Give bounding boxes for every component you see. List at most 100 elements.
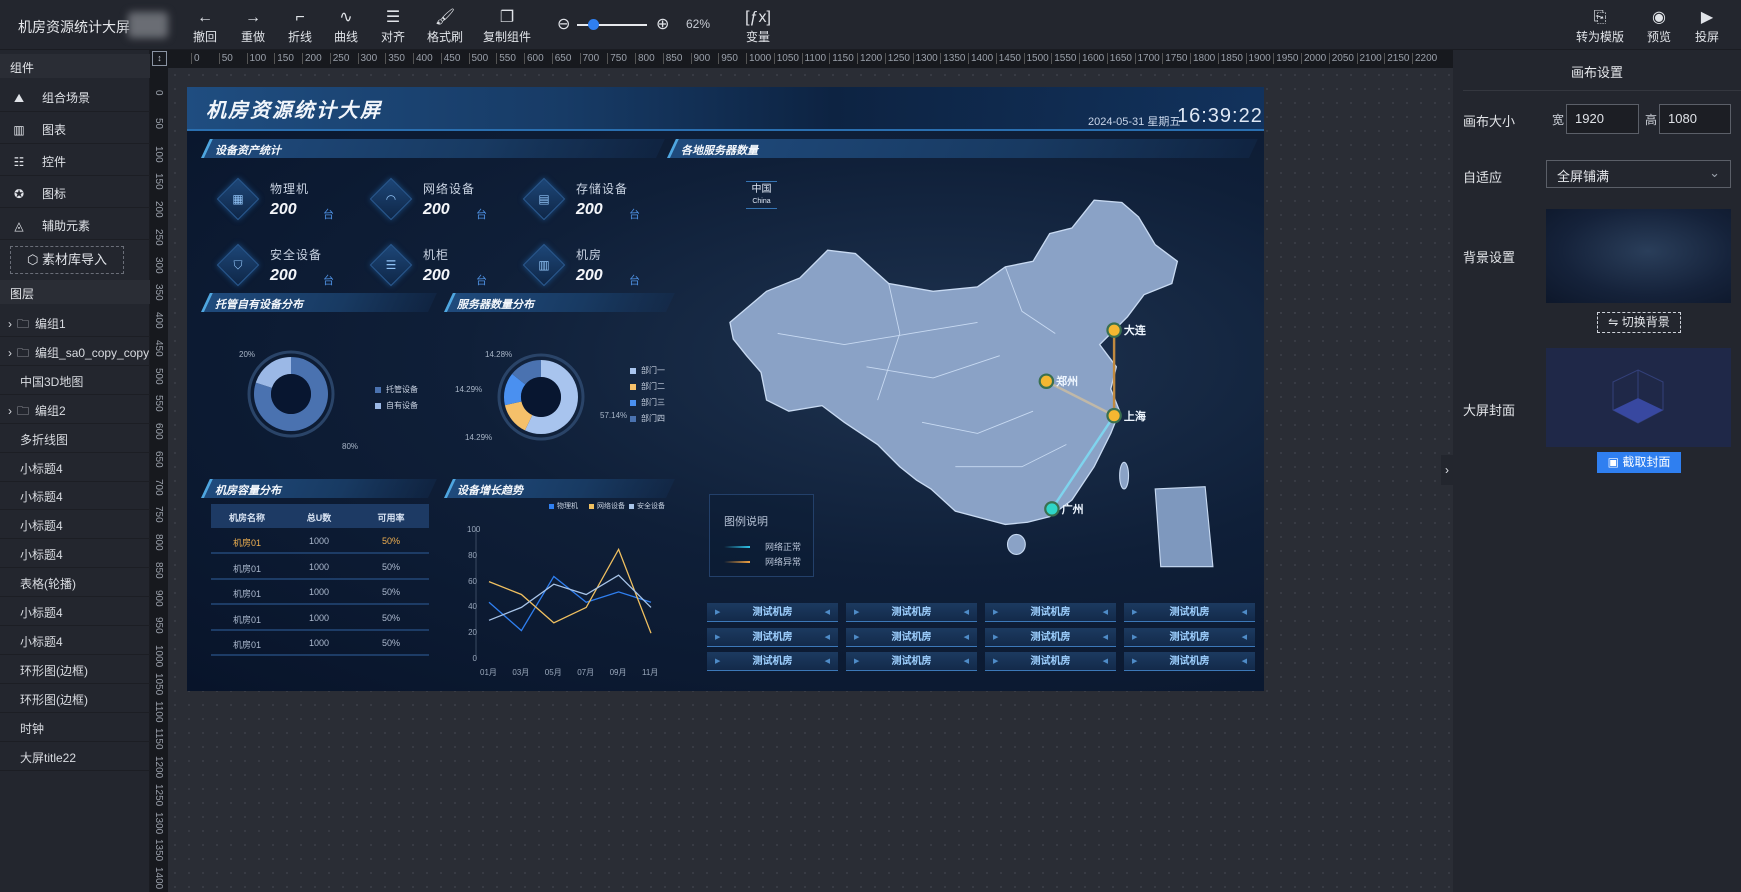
zoom-slider-handle[interactable] (588, 19, 599, 30)
room-button[interactable]: ▶ 测试机房 ◀ (707, 652, 838, 671)
sidebar-item-2[interactable]: ☷ 控件 (0, 145, 150, 176)
chevron-right-icon[interactable]: › (8, 403, 12, 418)
layer-item[interactable]: › 🗀 编组1 (0, 308, 150, 337)
legend-item: 自有设备 (375, 400, 418, 411)
room-button-label: 测试机房 (1169, 607, 1210, 618)
city-marker (1044, 501, 1060, 517)
card-unit: 台 (323, 209, 334, 221)
layer-item[interactable]: 多折线图 (0, 424, 150, 453)
toolbar-button-label: 撤回 (192, 30, 217, 44)
zoom-in-icon[interactable]: ⊕ (656, 16, 670, 33)
arrow-right-icon: ▶ (854, 633, 860, 641)
toolbar-button-0[interactable]: ← 撤回 (175, 8, 235, 45)
arrow-left-icon: ◀ (824, 658, 830, 665)
city-label: 广州 (1061, 503, 1084, 516)
layer-item[interactable]: › 🗀 编组2 (0, 395, 150, 424)
mountain-icon: ⛰ (13, 91, 25, 105)
room-button[interactable]: ▶ 测试机房 ◀ (1124, 652, 1255, 671)
toolbar-button-4[interactable]: ☰ 对齐 (363, 8, 423, 45)
shield-icon: ⛉ (233, 258, 243, 272)
arrow-left-icon: ◀ (1102, 633, 1108, 641)
toolbar-right-button-2[interactable]: ▶ 投屏 (1677, 8, 1737, 45)
table-column-header: 机房名称 (228, 513, 265, 523)
legend-swatch (549, 503, 554, 509)
layer-item[interactable]: 环形图(边框) (0, 655, 150, 684)
import-material-button[interactable]: ⬡ 素材库导入 (10, 246, 124, 274)
toolbar-button-6[interactable]: ❐ 复制组件 (477, 8, 537, 45)
height-label: 高 (1645, 113, 1658, 127)
canvas-width-input[interactable]: 1920 (1566, 104, 1639, 134)
room-button[interactable]: ▶ 测试机房 ◀ (846, 652, 977, 671)
legend-swatch (589, 503, 594, 509)
ruler-toggle-icon[interactable]: ↕ (152, 51, 167, 66)
room-button-label: 测试机房 (1030, 607, 1071, 618)
layer-item[interactable]: 环形图(边框) (0, 684, 150, 713)
layer-item[interactable]: 大屏title22 (0, 742, 150, 771)
room-button[interactable]: ▶ 测试机房 ◀ (1124, 627, 1255, 647)
layer-item[interactable]: 小标题4 (0, 597, 150, 626)
sidebar-item-1[interactable]: ▥ 图表 (0, 113, 150, 144)
layer-item[interactable]: 小标题4 (0, 510, 150, 540)
sidebar-item-0[interactable]: ⛰ 组合场景 (0, 81, 150, 112)
toolbar-right-button-0[interactable]: ⎘ 转为模版 (1570, 8, 1630, 45)
clock-time: 16:39:22 (1177, 105, 1263, 127)
table-row[interactable]: 机房01 1000 50% (211, 580, 429, 605)
arrow-left-icon: ◀ (824, 633, 830, 641)
ruler-label: 950 (718, 53, 738, 64)
variable-button[interactable]: [ƒx] 变量 (728, 8, 788, 45)
sliders-icon: ☷ (13, 155, 25, 169)
toolbar-button-1[interactable]: → 重做 (223, 8, 283, 45)
room-button[interactable]: ▶ 测试机房 ◀ (846, 603, 977, 622)
x-tick-label: 07月 (577, 668, 595, 677)
table-cell: 机房01 (232, 640, 261, 650)
layer-item[interactable]: 中国3D地图 (0, 366, 150, 395)
layer-item[interactable]: 小标题4 (0, 481, 150, 511)
room-button[interactable]: ▶ 测试机房 ◀ (707, 627, 838, 647)
toolbar-button-label: 转为模版 (1575, 30, 1624, 44)
room-button[interactable]: ▶ 测试机房 ◀ (707, 603, 838, 622)
storage-icon: ▤ (538, 192, 550, 206)
table-row[interactable]: 机房01 1000 50% (211, 555, 429, 580)
zoom-slider[interactable] (577, 24, 647, 26)
room-button[interactable]: ▶ 测试机房 ◀ (1124, 603, 1255, 622)
folder-icon: 🗀 (17, 317, 30, 331)
toolbar-button-5[interactable]: 🖌 格式刷 (415, 8, 475, 45)
layer-item[interactable]: 时钟 (0, 713, 150, 742)
fit-select[interactable]: 全屏铺满 ⌄ (1546, 160, 1731, 188)
donut-slice-0 (254, 357, 328, 431)
capture-cover-button[interactable]: ▣ 截取封面 (1597, 452, 1681, 473)
arrow-right-icon: ▶ (1132, 609, 1138, 616)
sidebar-item-4[interactable]: ◬ 辅助元素 (0, 209, 150, 240)
zoom-out-icon[interactable]: ⊖ (557, 16, 571, 33)
ruler-label: 250 (153, 228, 164, 246)
layer-item[interactable]: › 🗀 编组_sa0_copy_copy (0, 337, 150, 366)
layer-label: 小标题4 (20, 548, 63, 563)
switch-background-button[interactable]: ⇋ 切换背景 (1597, 312, 1681, 333)
toolbar-right-button-1[interactable]: ◉ 预览 (1629, 8, 1689, 45)
sidebar-item-3[interactable]: ✪ 图标 (0, 177, 150, 208)
toolbar-button-2[interactable]: ⌐ 折线 (270, 8, 330, 45)
layer-item[interactable]: 表格(轮播) (0, 568, 150, 598)
table-cell: 机房01 (232, 589, 261, 599)
room-button[interactable]: ▶ 测试机房 ◀ (985, 652, 1116, 671)
toolbar-button-3[interactable]: ∿ 曲线 (316, 8, 376, 45)
chevron-right-icon[interactable]: › (8, 345, 12, 360)
canvas-height-input[interactable]: 1080 (1659, 104, 1731, 134)
donut-charts (247, 350, 585, 441)
x-tick-label: 09月 (609, 668, 627, 677)
layer-item[interactable]: 小标题4 (0, 626, 150, 655)
table-row[interactable]: 机房01 1000 50% (211, 529, 429, 554)
panel-collapse-chevron-icon[interactable]: › (1441, 455, 1453, 485)
table-row[interactable]: 机房01 1000 50% (211, 606, 429, 631)
layer-label: 小标题4 (20, 490, 63, 505)
layer-item[interactable]: 小标题4 (0, 539, 150, 569)
table-row[interactable]: 机房01 1000 50% (211, 631, 429, 656)
chevron-right-icon[interactable]: › (8, 317, 12, 331)
background-thumbnail[interactable] (1546, 209, 1731, 303)
room-button[interactable]: ▶ 测试机房 ◀ (985, 603, 1116, 622)
layer-item[interactable]: 小标题4 (0, 453, 150, 482)
room-button[interactable]: ▶ 测试机房 ◀ (846, 627, 977, 647)
room-button[interactable]: ▶ 测试机房 ◀ (985, 627, 1116, 647)
dashboard-canvas[interactable]: 机房资源统计大屏 2024-05-31 星期五 16:39:22 设备资产统计 … (187, 87, 1264, 691)
x-tick-label: 01月 (480, 668, 497, 677)
